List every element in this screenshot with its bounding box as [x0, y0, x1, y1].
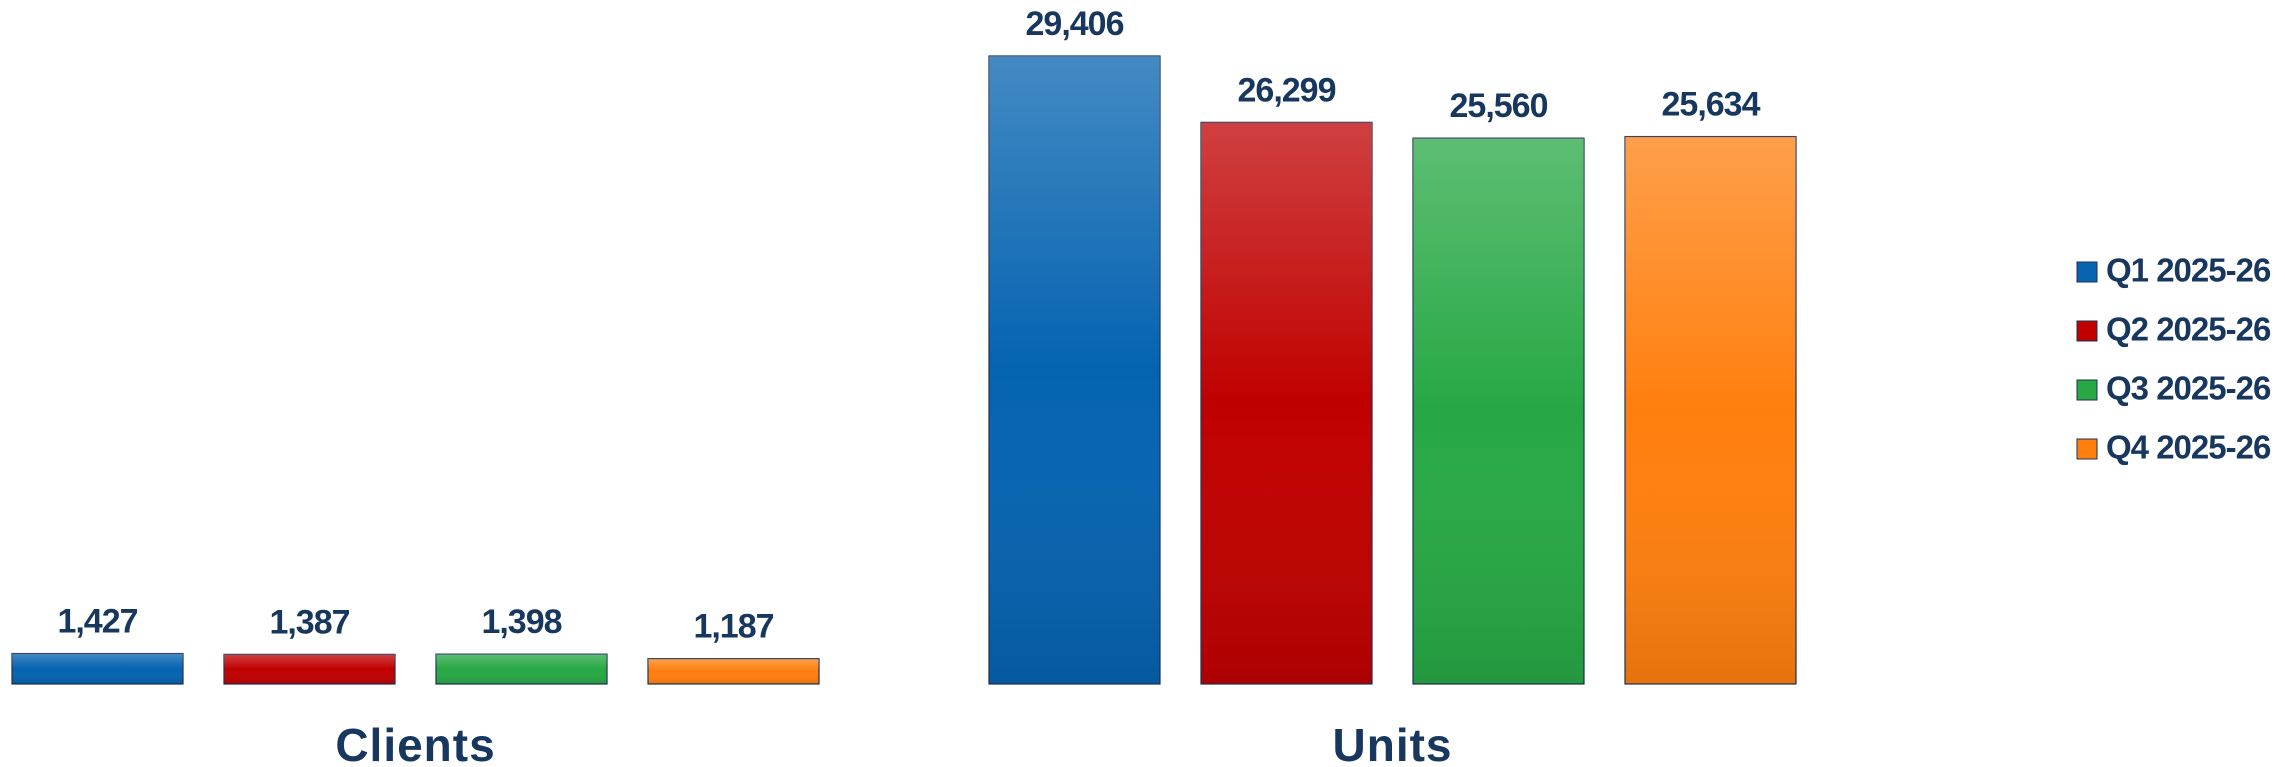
bar: [988, 55, 1161, 685]
value-label: 1,398: [481, 603, 561, 641]
legend-label: Q1 2025-26: [2106, 252, 2271, 289]
category-label: Clients: [335, 719, 495, 767]
bar: [223, 653, 396, 685]
bar: [11, 652, 184, 685]
value-label: 1,387: [269, 603, 349, 641]
legend-swatch: [2076, 261, 2098, 283]
bar: [435, 653, 608, 685]
bar: [1200, 121, 1373, 685]
value-label: 25,560: [1450, 87, 1548, 125]
legend-label: Q2 2025-26: [2106, 311, 2271, 348]
legend-swatch: [2076, 320, 2098, 342]
legend-swatch: [2076, 438, 2098, 460]
bar: [647, 658, 820, 685]
category-label: Units: [1333, 719, 1453, 767]
value-label: 26,299: [1238, 71, 1336, 109]
value-label: 1,427: [57, 603, 137, 641]
bar: [1624, 135, 1797, 685]
legend-swatch: [2076, 379, 2098, 401]
value-label: 1,187: [693, 608, 773, 646]
legend: Q1 2025-26 Q2 2025-26 Q3 2025-26 Q4 2025-26: [2076, 252, 2272, 466]
value-label: 29,406: [1026, 5, 1124, 43]
legend-label: Q4 2025-26: [2106, 429, 2271, 466]
legend-label: Q3 2025-26: [2106, 370, 2271, 407]
value-label: 25,634: [1662, 86, 1761, 124]
bar: [1412, 137, 1585, 685]
